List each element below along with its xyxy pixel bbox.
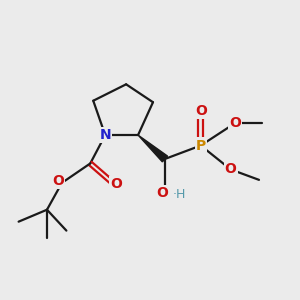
Text: N: N (99, 128, 111, 142)
Text: O: O (52, 174, 64, 188)
Text: O: O (229, 116, 241, 130)
Text: ·H: ·H (172, 188, 186, 201)
Text: O: O (195, 104, 207, 118)
Polygon shape (138, 135, 167, 162)
Text: P: P (196, 139, 206, 152)
Text: O: O (225, 162, 237, 176)
Text: O: O (157, 186, 169, 200)
Text: O: O (110, 177, 122, 191)
